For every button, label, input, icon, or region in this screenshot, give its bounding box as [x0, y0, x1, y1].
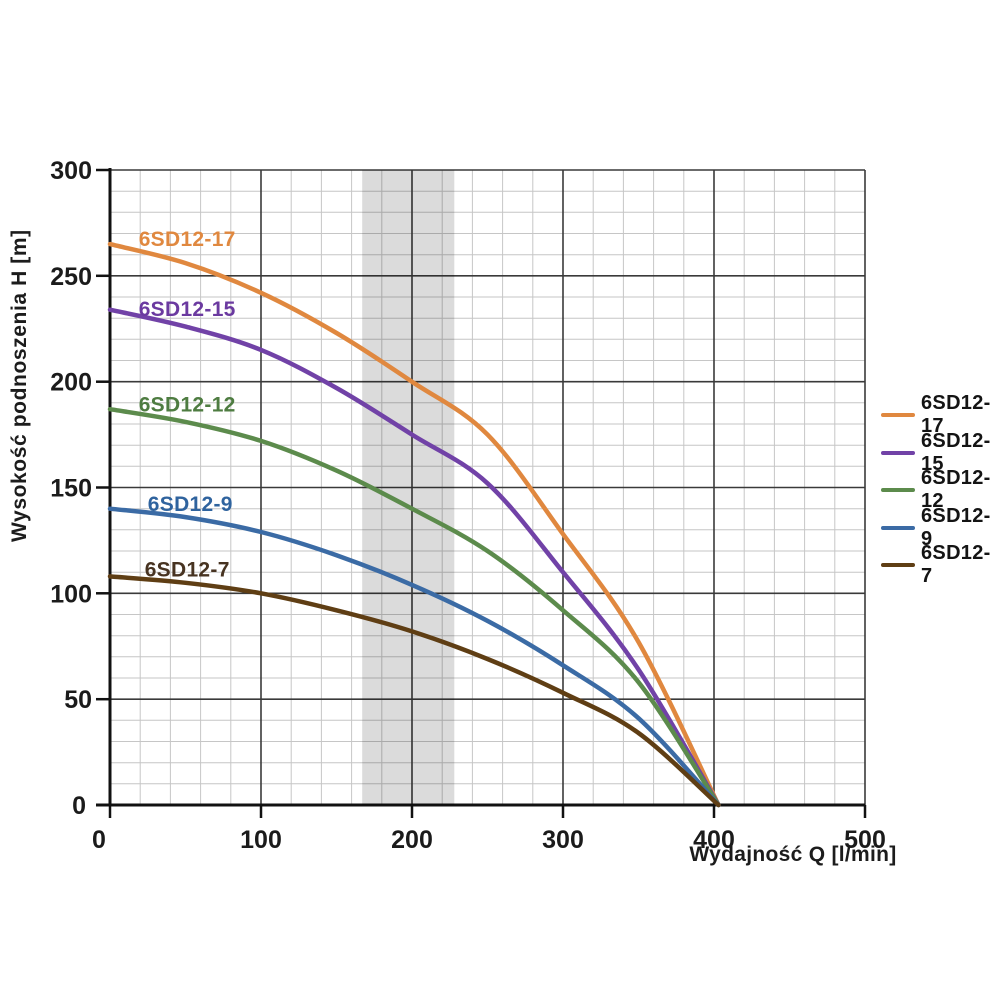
x-tick-label: 0 — [92, 826, 106, 854]
curve-label-6SD12-17: 6SD12-17 — [139, 228, 236, 251]
y-tick-labels: 0 50 100 150 200 250 300 — [50, 157, 92, 820]
legend-line-sample — [881, 413, 915, 417]
y-tick-label: 50 — [64, 686, 92, 714]
x-axis-title: Wydajność Q [l/min] — [689, 843, 897, 866]
legend-label: 6SD12-7 — [921, 542, 991, 587]
x-tick-label: 300 — [542, 826, 584, 854]
legend-label: 6SD12-15 — [921, 429, 991, 475]
x-tick-label: 400 — [693, 826, 735, 854]
legend-line-sample — [881, 450, 915, 455]
y-tick-label: 200 — [50, 369, 92, 397]
legend-line-sample — [881, 563, 915, 567]
curve-6SD12-15 — [107, 307, 721, 808]
legend-item-6SD12-12: 6SD12-12 — [881, 467, 1000, 512]
y-tick-label: 100 — [50, 580, 92, 608]
legend-item-6SD12-9: 6SD12-9 — [881, 505, 1000, 550]
legend-label: 6SD12-17 — [921, 392, 991, 437]
x-tick-label: 200 — [391, 826, 433, 854]
legend-item-6SD12-15: 6SD12-15 — [881, 430, 1000, 475]
axis-ticks — [96, 168, 867, 818]
legend-label: 6SD12-12 — [921, 467, 991, 512]
y-tick-label: 0 — [72, 792, 86, 820]
y-tick-label: 150 — [50, 475, 92, 503]
y-tick-label: 250 — [50, 263, 92, 291]
x-tick-label: 100 — [240, 826, 282, 854]
legend-line-sample — [881, 488, 915, 492]
operating-range-band — [362, 170, 455, 805]
curve-6SD12-12 — [107, 406, 721, 808]
curve-6SD12-7 — [107, 574, 721, 808]
legend: 6SD12-17 6SD12-15 6SD12-12 6SD12-9 6SD12-7 — [881, 392, 1000, 587]
curve-6SD12-9 — [107, 506, 721, 808]
legend-label: 6SD12-9 — [921, 504, 991, 550]
curve-label-6SD12-9: 6SD12-9 — [148, 493, 233, 516]
curve-6SD12-17 — [107, 241, 721, 808]
y-tick-label: 300 — [50, 157, 92, 185]
legend-item-6SD12-17: 6SD12-17 — [881, 392, 1000, 437]
grid-major — [109, 169, 866, 806]
legend-line-sample — [881, 525, 915, 530]
curve-label-6SD12-15: 6SD12-15 — [139, 298, 236, 321]
x-tick-label: 500 — [844, 826, 886, 854]
x-tick-labels: 0 100 200 300 400 500 — [92, 826, 886, 854]
curve-label-6SD12-12: 6SD12-12 — [139, 393, 236, 416]
legend-item-6SD12-7: 6SD12-7 — [881, 542, 1000, 587]
y-axis-title: Wysokość podnoszenia H [m] — [8, 229, 31, 542]
curve-label-6SD12-7: 6SD12-7 — [145, 558, 230, 581]
